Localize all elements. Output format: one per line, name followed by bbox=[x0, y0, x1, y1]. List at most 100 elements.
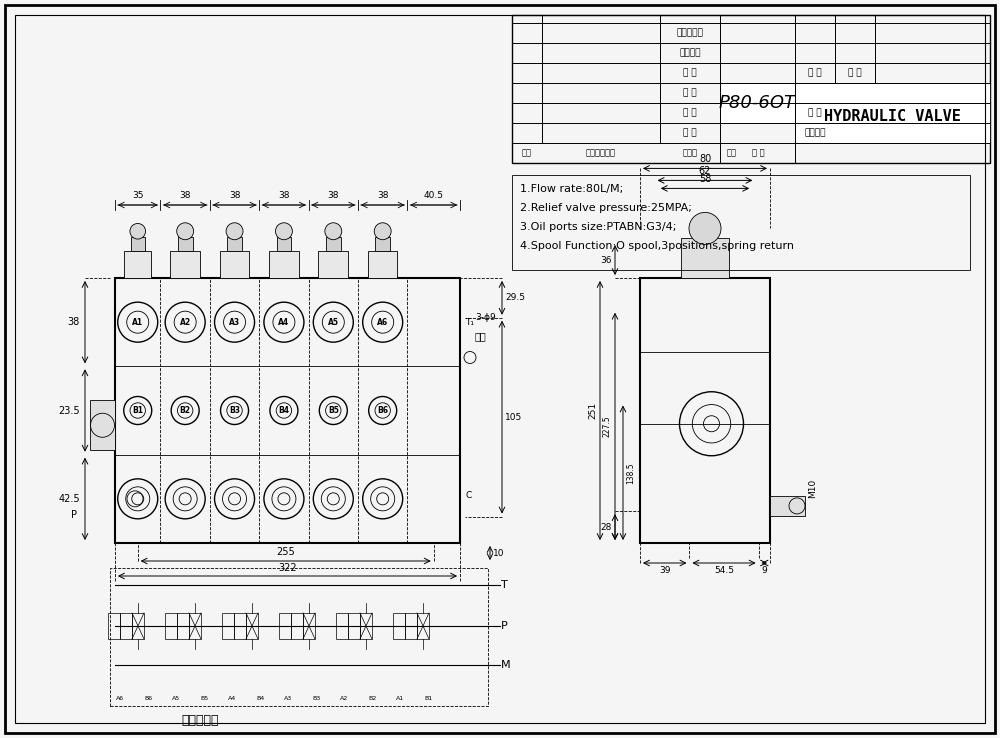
Text: 38: 38 bbox=[377, 191, 388, 200]
Text: 54.5: 54.5 bbox=[714, 566, 734, 575]
Bar bbox=[279, 613, 291, 639]
Bar bbox=[368, 250, 397, 278]
Bar bbox=[120, 613, 132, 639]
Bar bbox=[115, 278, 460, 543]
Bar bbox=[640, 278, 770, 543]
Text: 35: 35 bbox=[132, 191, 143, 200]
Bar bbox=[132, 613, 144, 639]
Bar bbox=[170, 250, 200, 278]
Text: C: C bbox=[465, 491, 471, 500]
Bar bbox=[336, 613, 348, 639]
Circle shape bbox=[130, 224, 146, 239]
Bar bbox=[227, 237, 242, 250]
Bar bbox=[393, 613, 405, 639]
Circle shape bbox=[226, 223, 243, 240]
Bar bbox=[360, 613, 372, 639]
Text: B6: B6 bbox=[377, 406, 388, 415]
Text: 液压原理图: 液压原理图 bbox=[181, 714, 219, 726]
Text: B3: B3 bbox=[312, 697, 320, 702]
Text: 39: 39 bbox=[659, 566, 670, 575]
Text: P: P bbox=[501, 621, 508, 631]
Text: A3: A3 bbox=[229, 317, 240, 327]
Bar bbox=[246, 613, 258, 639]
Text: 通孔: 通孔 bbox=[475, 331, 487, 341]
Bar bbox=[110, 568, 488, 706]
Text: A2: A2 bbox=[340, 697, 348, 702]
Text: 138.5: 138.5 bbox=[626, 462, 635, 483]
Text: 第 页: 第 页 bbox=[848, 69, 862, 77]
Bar bbox=[512, 15, 990, 163]
Text: 10: 10 bbox=[493, 548, 505, 557]
Text: 40.5: 40.5 bbox=[424, 191, 444, 200]
Text: B1: B1 bbox=[424, 697, 432, 702]
Text: A5: A5 bbox=[328, 317, 339, 327]
Bar bbox=[303, 613, 315, 639]
Text: 58: 58 bbox=[699, 174, 711, 184]
Text: 255: 255 bbox=[276, 547, 295, 557]
Bar bbox=[417, 613, 429, 639]
Text: B6: B6 bbox=[144, 697, 152, 702]
Bar bbox=[795, 83, 990, 143]
Text: 共 页: 共 页 bbox=[808, 69, 822, 77]
Text: 23.5: 23.5 bbox=[58, 405, 80, 415]
Text: B5: B5 bbox=[328, 406, 339, 415]
Text: 描 图: 描 图 bbox=[683, 89, 697, 97]
Text: 制 图: 制 图 bbox=[683, 108, 697, 117]
Text: 29.5: 29.5 bbox=[505, 294, 525, 303]
Text: 251: 251 bbox=[588, 402, 597, 419]
Text: B1: B1 bbox=[132, 406, 143, 415]
Bar bbox=[291, 613, 303, 639]
Text: P80-6OT: P80-6OT bbox=[719, 94, 796, 112]
Bar bbox=[165, 613, 177, 639]
Text: P: P bbox=[71, 510, 77, 520]
Text: 重 量: 重 量 bbox=[808, 108, 822, 117]
Bar bbox=[269, 250, 299, 278]
Text: A4: A4 bbox=[228, 697, 236, 702]
Bar bbox=[90, 400, 115, 450]
Text: A3: A3 bbox=[284, 697, 292, 702]
Text: A1: A1 bbox=[396, 697, 404, 702]
Bar bbox=[348, 613, 360, 639]
Text: 227.5: 227.5 bbox=[603, 415, 612, 437]
Bar bbox=[375, 237, 390, 250]
Text: B3: B3 bbox=[229, 406, 240, 415]
Text: A4: A4 bbox=[278, 317, 289, 327]
Text: B2: B2 bbox=[368, 697, 376, 702]
Bar bbox=[277, 237, 291, 250]
Text: 38: 38 bbox=[278, 191, 290, 200]
Bar bbox=[131, 237, 145, 250]
Text: A2: A2 bbox=[180, 317, 191, 327]
Text: A6: A6 bbox=[377, 317, 388, 327]
Text: 38: 38 bbox=[179, 191, 191, 200]
Text: B4: B4 bbox=[256, 697, 264, 702]
Bar bbox=[222, 613, 234, 639]
Text: 标准化检查: 标准化检查 bbox=[677, 29, 703, 38]
Bar bbox=[178, 237, 193, 250]
Bar bbox=[220, 250, 249, 278]
Text: 4.Spool Function:O spool,3positions,spring return: 4.Spool Function:O spool,3positions,spri… bbox=[520, 241, 794, 251]
Text: M10: M10 bbox=[808, 478, 817, 497]
Text: 日期: 日期 bbox=[727, 148, 737, 157]
Text: 80: 80 bbox=[699, 154, 711, 165]
Text: A6: A6 bbox=[116, 697, 124, 702]
Text: 1.Flow rate:80L/M;: 1.Flow rate:80L/M; bbox=[520, 184, 623, 194]
Bar bbox=[318, 250, 348, 278]
Bar bbox=[770, 496, 805, 516]
Text: A5: A5 bbox=[172, 697, 180, 702]
Text: 工艺检查: 工艺检查 bbox=[679, 49, 701, 58]
Bar bbox=[512, 175, 970, 270]
Circle shape bbox=[689, 213, 721, 244]
Circle shape bbox=[275, 223, 292, 240]
Text: 28: 28 bbox=[601, 523, 612, 531]
Text: 图样标记: 图样标记 bbox=[804, 128, 826, 137]
Circle shape bbox=[177, 223, 194, 240]
Text: B5: B5 bbox=[200, 697, 208, 702]
Text: 62: 62 bbox=[699, 166, 711, 176]
Bar bbox=[326, 237, 341, 250]
Text: M: M bbox=[501, 660, 511, 669]
Circle shape bbox=[325, 223, 342, 240]
Bar bbox=[124, 250, 151, 278]
Circle shape bbox=[374, 223, 391, 240]
Text: 更改内容概况: 更改内容概况 bbox=[586, 148, 616, 157]
Text: 更改人: 更改人 bbox=[682, 148, 698, 157]
